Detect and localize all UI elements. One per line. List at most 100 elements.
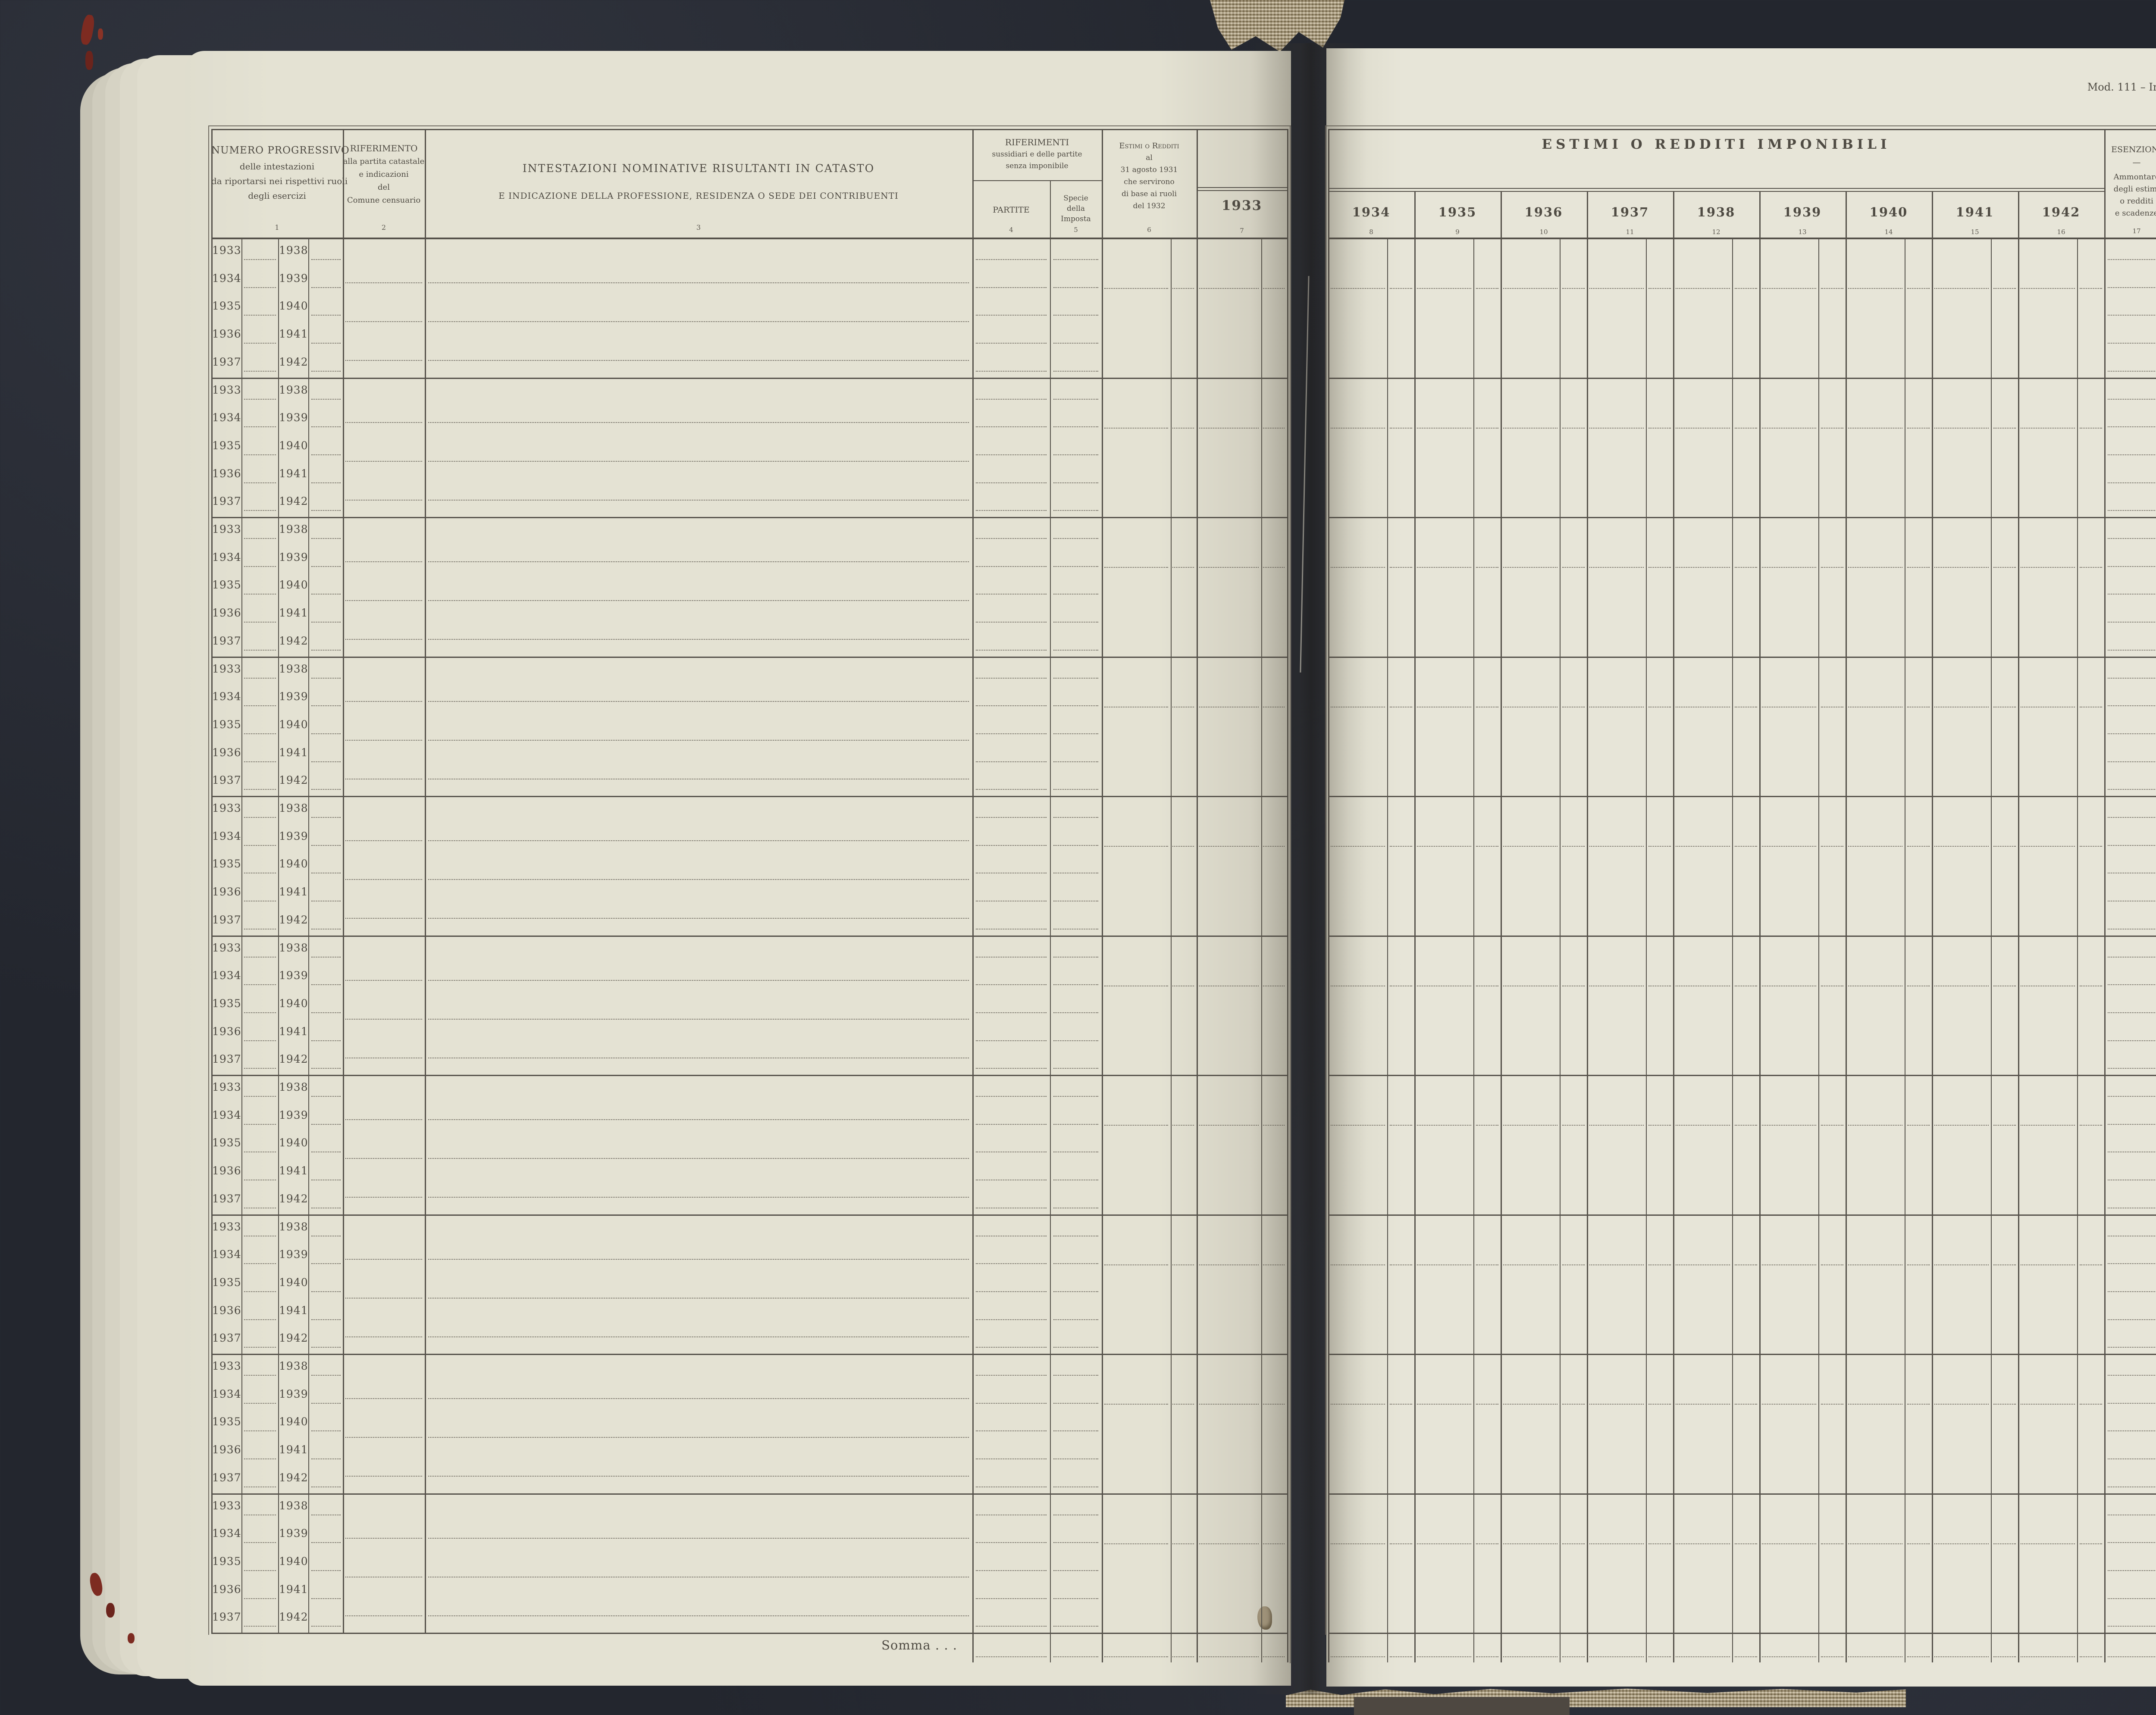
dotted-writing-line	[345, 1158, 422, 1159]
dotted-writing-line	[1762, 1656, 1816, 1657]
dotted-writing-line	[311, 1263, 341, 1264]
dotted-writing-line	[2108, 1430, 2156, 1432]
year-column-header: 1938	[1697, 205, 1736, 219]
dotted-writing-line	[2108, 1347, 2156, 1348]
row-year-label: 1933	[212, 1360, 241, 1372]
row-year-label: 1935	[212, 579, 241, 591]
dotted-writing-line	[2080, 846, 2102, 847]
dotted-writing-line	[1172, 846, 1194, 847]
dotted-writing-line	[1104, 1656, 1168, 1657]
col-riferimento-header-line4: del	[378, 183, 390, 192]
grid-outer-line	[208, 125, 1291, 126]
dotted-writing-line	[1848, 846, 1902, 847]
dotted-writing-line	[976, 370, 1047, 372]
block-separator-line	[1328, 1354, 2156, 1355]
dotted-writing-line	[311, 454, 341, 455]
dotted-writing-line	[311, 594, 341, 595]
year-column-header: 1937	[1611, 205, 1649, 219]
row-year-label: 1933	[212, 244, 241, 257]
dotted-writing-line	[1053, 1570, 1098, 1571]
block-separator-line	[211, 377, 1287, 379]
dotted-writing-line	[1053, 1542, 1098, 1543]
dotted-writing-line	[244, 315, 276, 316]
dotted-writing-line	[1762, 288, 1816, 289]
dotted-writing-line	[428, 918, 969, 919]
dotted-writing-line	[345, 1197, 422, 1198]
row-year-label: 1937	[212, 634, 241, 647]
dotted-writing-line	[2021, 1543, 2075, 1544]
row-year-label: 1942	[279, 1611, 308, 1624]
dotted-writing-line	[244, 1375, 276, 1376]
dotted-writing-line	[976, 1319, 1047, 1320]
dotted-writing-line	[1053, 343, 1098, 344]
cents-divider-line	[1387, 239, 1388, 1662]
dotted-writing-line	[976, 454, 1047, 455]
dotted-writing-line	[976, 594, 1047, 595]
row-year-label: 1933	[212, 1499, 241, 1512]
dotted-writing-line	[345, 1018, 422, 1020]
dotted-writing-line	[2080, 1264, 2102, 1265]
dotted-writing-line	[1476, 1264, 1498, 1265]
row-year-label: 1942	[279, 1471, 308, 1484]
block-separator-line	[211, 1214, 1287, 1216]
dotted-writing-line	[428, 879, 969, 880]
block-separator-line	[211, 1075, 1287, 1076]
cents-divider-line	[2077, 239, 2078, 1662]
years-double-rule	[1328, 191, 2104, 192]
dotted-writing-line	[311, 1430, 341, 1432]
dotted-writing-line	[345, 282, 422, 283]
column-border	[343, 129, 344, 1634]
dotted-writing-line	[428, 1537, 969, 1539]
year-column-header: 1942	[2042, 205, 2081, 219]
dotted-writing-line	[1053, 1068, 1098, 1069]
dotted-writing-line	[2021, 288, 2075, 289]
row-year-label: 1939	[279, 1108, 308, 1121]
row-year-label: 1935	[212, 718, 241, 731]
dotted-writing-line	[1263, 1404, 1285, 1405]
year-column-number: 8	[1369, 228, 1373, 236]
col-1933-header: 1933	[1221, 198, 1263, 213]
dotted-writing-line	[2108, 677, 2156, 679]
dotted-writing-line	[244, 1012, 276, 1013]
row-year-label: 1940	[279, 579, 308, 591]
dotted-writing-line	[244, 1347, 276, 1348]
dotted-writing-line	[976, 1291, 1047, 1292]
left-table-top-border	[211, 129, 1288, 130]
dotted-writing-line	[311, 287, 341, 288]
dotted-writing-line	[2021, 1656, 2075, 1657]
row-year-label: 1941	[279, 886, 308, 898]
dotted-writing-line	[311, 1570, 341, 1571]
row-year-label: 1937	[212, 913, 241, 926]
row-year-label: 1934	[212, 1527, 241, 1540]
dotted-writing-line	[1263, 846, 1285, 847]
dotted-writing-line	[1848, 1125, 1902, 1126]
dotted-writing-line	[345, 1258, 422, 1260]
dotted-writing-line	[1199, 567, 1259, 568]
row-year-label: 1936	[212, 886, 241, 898]
dotted-writing-line	[345, 422, 422, 423]
dotted-writing-line	[1104, 1125, 1168, 1126]
dotted-writing-line	[311, 761, 341, 762]
row-year-label: 1937	[212, 1332, 241, 1345]
dotted-writing-line	[1762, 1404, 1816, 1405]
year-column-number: 16	[2057, 228, 2065, 236]
dotted-writing-line	[244, 1570, 276, 1571]
dotted-writing-line	[1762, 427, 1816, 429]
dotted-writing-line	[244, 761, 276, 762]
row-year-label: 1940	[279, 997, 308, 1010]
dotted-writing-line	[976, 1096, 1047, 1097]
col-specie-header-line1: Specie	[1063, 194, 1088, 203]
cents-divider-line	[1732, 239, 1733, 1662]
dotted-writing-line	[1821, 567, 1843, 568]
left-table-left-border	[211, 129, 213, 1634]
col-estimi-header-line5: di base ai ruoli	[1121, 190, 1177, 198]
dotted-writing-line	[1053, 1096, 1098, 1097]
dotted-writing-line	[1053, 315, 1098, 316]
col-intestazioni-header-line1: INTESTAZIONI NOMINATIVE RISULTANTI IN CA…	[522, 162, 875, 175]
dotted-writing-line	[1589, 288, 1644, 289]
row-year-label: 1937	[212, 774, 241, 787]
esenzioni-left-border	[2104, 129, 2106, 1662]
dotted-writing-line	[2108, 984, 2156, 986]
dotted-writing-line	[244, 1263, 276, 1264]
dotted-writing-line	[1053, 789, 1098, 790]
